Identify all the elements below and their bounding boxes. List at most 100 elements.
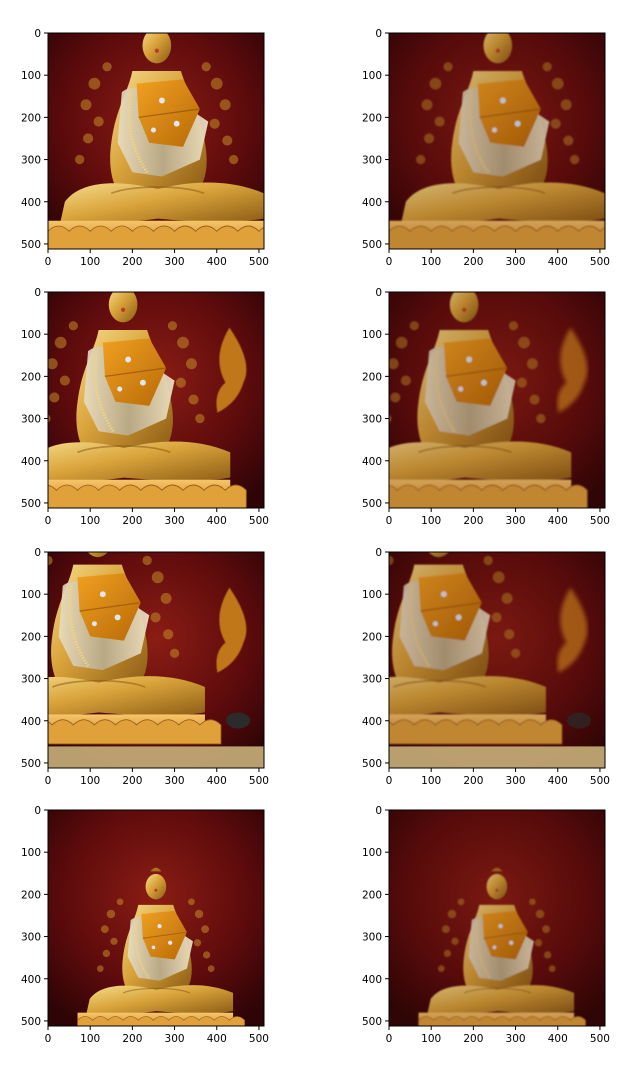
y-tick-label: 200 [21, 631, 41, 643]
x-tick-label: 200 [463, 775, 483, 787]
x-tick-label: 0 [45, 256, 52, 268]
x-tick-label: 400 [548, 515, 568, 527]
x-tick-label: 0 [45, 775, 52, 787]
y-tick-label: 300 [362, 414, 382, 426]
x-tick-label: 200 [122, 256, 142, 268]
x-tick-label: 500 [249, 256, 269, 268]
x-tick-label: 300 [165, 515, 185, 527]
x-tick-label: 100 [80, 775, 100, 787]
panel-row3-left: 0 0 100 100 200 200 300 300 400 400 500 500 [21, 547, 269, 787]
x-tick-label: 400 [548, 256, 568, 268]
y-tick-label: 500 [362, 758, 382, 770]
x-tick-label: 300 [165, 1033, 185, 1045]
x-tick-label: 500 [590, 256, 610, 268]
x-tick-label: 200 [463, 1033, 483, 1045]
y-tick-label: 400 [21, 197, 41, 209]
y-tick-label: 0 [34, 287, 41, 299]
panel-image [389, 810, 605, 1026]
panel-image [48, 292, 264, 508]
x-tick-label: 200 [463, 515, 483, 527]
y-tick-label: 300 [21, 932, 41, 944]
panel-row1-right: 0 0 100 100 200 200 300 300 400 400 500 500 [362, 28, 610, 268]
panel-image [48, 552, 264, 768]
y-tick-label: 300 [21, 414, 41, 426]
x-tick-label: 200 [122, 775, 142, 787]
panel-row4-left: 0 0 100 100 200 200 300 300 400 400 500 500 [21, 805, 269, 1045]
y-tick-label: 200 [362, 889, 382, 901]
x-tick-label: 100 [421, 775, 441, 787]
y-tick-label: 0 [375, 287, 382, 299]
y-tick-label: 100 [362, 847, 382, 859]
panel-image [389, 33, 605, 249]
y-tick-label: 200 [362, 631, 382, 643]
x-tick-label: 200 [122, 1033, 142, 1045]
panel-row2-left: 0 0 100 100 200 200 300 300 400 400 500 500 [21, 287, 269, 527]
panel-row3-right: 0 0 100 100 200 200 300 300 400 400 500 500 [362, 547, 610, 787]
y-tick-label: 0 [34, 547, 41, 559]
x-tick-label: 0 [386, 1033, 393, 1045]
x-tick-label: 300 [165, 775, 185, 787]
y-tick-label: 400 [362, 456, 382, 468]
x-tick-label: 100 [80, 515, 100, 527]
y-tick-label: 400 [21, 974, 41, 986]
y-tick-label: 100 [21, 847, 41, 859]
x-tick-label: 100 [80, 256, 100, 268]
axes-frame [388, 32, 606, 250]
axes-frame [47, 291, 265, 509]
panel-image [48, 33, 264, 249]
y-tick-label: 500 [21, 239, 41, 251]
y-tick-label: 400 [362, 197, 382, 209]
y-tick-label: 500 [21, 758, 41, 770]
x-tick-label: 500 [590, 515, 610, 527]
y-tick-label: 400 [362, 974, 382, 986]
x-tick-label: 300 [165, 256, 185, 268]
panel-row2-right: 0 0 100 100 200 200 300 300 400 400 500 500 [362, 287, 610, 527]
y-tick-label: 500 [362, 1016, 382, 1028]
y-tick-label: 200 [21, 889, 41, 901]
x-tick-label: 0 [386, 775, 393, 787]
y-tick-label: 0 [375, 547, 382, 559]
y-tick-label: 300 [362, 674, 382, 686]
y-tick-label: 400 [21, 716, 41, 728]
panels-grid: 0 0 100 100 200 200 300 300 400 400 500 500 0 0 100 100… [21, 28, 610, 1045]
x-tick-label: 400 [207, 256, 227, 268]
panel-image [389, 292, 605, 508]
y-tick-label: 0 [34, 805, 41, 817]
axes-frame [388, 809, 606, 1027]
x-tick-label: 300 [506, 775, 526, 787]
y-tick-label: 200 [21, 112, 41, 124]
x-tick-label: 400 [207, 1033, 227, 1045]
y-tick-label: 200 [362, 112, 382, 124]
x-tick-label: 400 [207, 775, 227, 787]
y-tick-label: 300 [21, 155, 41, 167]
y-tick-label: 300 [362, 932, 382, 944]
x-tick-label: 500 [249, 1033, 269, 1045]
panel-image [48, 810, 264, 1026]
y-tick-label: 100 [362, 589, 382, 601]
y-tick-label: 200 [362, 371, 382, 383]
panel-row1-left: 0 0 100 100 200 200 300 300 400 400 500 500 [21, 28, 269, 268]
y-tick-label: 500 [21, 1016, 41, 1028]
axes-frame [388, 291, 606, 509]
x-tick-label: 500 [590, 775, 610, 787]
axes-frame [47, 809, 265, 1027]
x-tick-label: 100 [421, 256, 441, 268]
x-tick-label: 300 [506, 1033, 526, 1045]
x-tick-label: 200 [122, 515, 142, 527]
axes-frame [388, 551, 606, 769]
y-tick-label: 300 [21, 674, 41, 686]
x-tick-label: 500 [590, 1033, 610, 1045]
x-tick-label: 400 [548, 1033, 568, 1045]
x-tick-label: 100 [421, 1033, 441, 1045]
x-tick-label: 200 [463, 256, 483, 268]
panel-image [389, 552, 605, 768]
x-tick-label: 500 [249, 775, 269, 787]
y-tick-label: 0 [375, 805, 382, 817]
axes-frame [47, 551, 265, 769]
y-tick-label: 500 [362, 239, 382, 251]
x-tick-label: 0 [45, 1033, 52, 1045]
x-tick-label: 0 [45, 515, 52, 527]
x-tick-label: 500 [249, 515, 269, 527]
y-tick-label: 500 [362, 498, 382, 510]
